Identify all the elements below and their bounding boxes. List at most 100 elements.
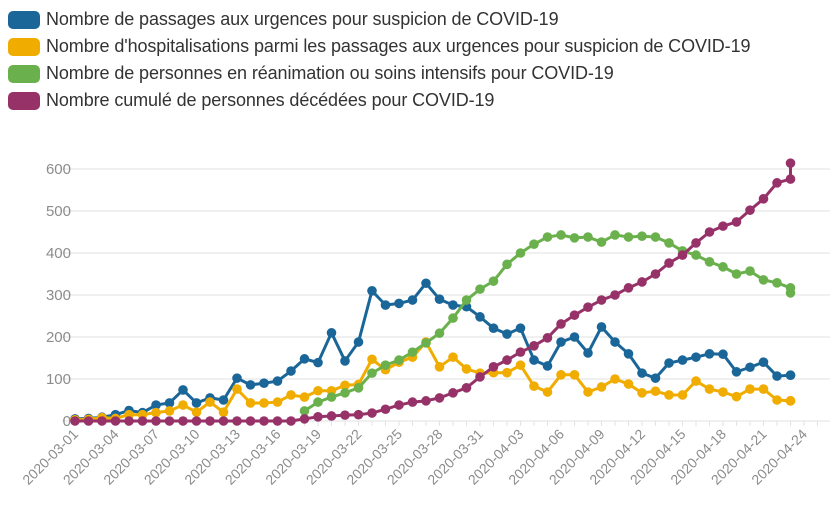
data-point[interactable] [326, 392, 337, 402]
data-point[interactable] [569, 370, 580, 380]
data-point[interactable] [151, 407, 161, 418]
data-point[interactable] [610, 230, 620, 240]
data-point[interactable] [529, 239, 539, 249]
data-point[interactable] [704, 349, 715, 359]
data-point[interactable] [569, 310, 580, 320]
data-point[interactable] [704, 384, 715, 394]
data-point[interactable] [542, 387, 553, 397]
data-point[interactable] [583, 348, 593, 358]
data-point[interactable] [124, 416, 134, 426]
data-point[interactable] [502, 329, 512, 339]
data-point[interactable] [421, 396, 431, 406]
data-point[interactable] [785, 158, 796, 168]
data-point[interactable] [704, 227, 715, 237]
data-point[interactable] [461, 364, 472, 374]
data-point[interactable] [434, 393, 445, 403]
data-point[interactable] [596, 322, 607, 332]
data-point[interactable] [461, 295, 472, 305]
data-point[interactable] [785, 370, 796, 381]
data-point[interactable] [70, 416, 80, 426]
data-point[interactable] [313, 357, 323, 368]
data-point[interactable] [529, 381, 539, 391]
data-point[interactable] [178, 385, 188, 395]
data-point[interactable] [299, 354, 310, 364]
data-point[interactable] [596, 382, 607, 392]
data-point[interactable] [691, 250, 701, 260]
data-point[interactable] [623, 232, 634, 242]
data-point[interactable] [421, 278, 431, 289]
data-point[interactable] [623, 379, 634, 389]
data-point[interactable] [758, 384, 769, 394]
data-point[interactable] [367, 368, 377, 378]
data-point[interactable] [718, 387, 728, 397]
data-point[interactable] [704, 257, 715, 267]
data-point[interactable] [380, 360, 391, 370]
data-point[interactable] [475, 372, 485, 382]
data-point[interactable] [353, 383, 364, 393]
data-point[interactable] [340, 380, 350, 391]
data-point[interactable] [394, 355, 404, 365]
data-point[interactable] [286, 416, 296, 426]
data-point[interactable] [650, 386, 661, 396]
data-point[interactable] [623, 283, 634, 293]
data-point[interactable] [110, 416, 121, 426]
data-point[interactable] [610, 337, 620, 347]
data-point[interactable] [569, 233, 580, 243]
data-point[interactable] [610, 374, 620, 384]
data-point[interactable] [718, 349, 728, 360]
data-point[interactable] [637, 368, 647, 378]
data-point[interactable] [515, 323, 526, 333]
data-point[interactable] [218, 395, 229, 405]
data-point[interactable] [232, 384, 242, 394]
data-point[interactable] [691, 376, 701, 386]
data-point[interactable] [677, 355, 688, 365]
data-point[interactable] [461, 383, 472, 393]
data-point[interactable] [286, 366, 296, 376]
data-point[interactable] [232, 373, 242, 383]
data-point[interactable] [326, 328, 337, 338]
data-point[interactable] [650, 232, 661, 242]
data-point[interactable] [718, 262, 728, 272]
data-point[interactable] [380, 404, 391, 415]
data-point[interactable] [650, 269, 661, 279]
data-point[interactable] [556, 319, 566, 329]
data-point[interactable] [259, 398, 269, 408]
data-point[interactable] [299, 392, 310, 402]
data-point[interactable] [394, 400, 404, 410]
data-point[interactable] [745, 362, 755, 373]
data-point[interactable] [502, 355, 512, 365]
data-point[interactable] [340, 388, 350, 398]
data-point[interactable] [583, 387, 593, 397]
data-point[interactable] [664, 358, 674, 368]
data-point[interactable] [731, 391, 742, 402]
data-point[interactable] [83, 416, 94, 426]
data-point[interactable] [191, 398, 202, 408]
data-point[interactable] [97, 416, 107, 426]
data-point[interactable] [245, 416, 256, 426]
data-point[interactable] [556, 370, 566, 380]
data-point[interactable] [515, 360, 526, 370]
data-point[interactable] [542, 333, 553, 343]
data-point[interactable] [475, 284, 485, 294]
data-point[interactable] [745, 205, 755, 215]
data-point[interactable] [542, 232, 553, 242]
data-point[interactable] [151, 416, 161, 426]
data-point[interactable] [691, 352, 701, 362]
data-point[interactable] [488, 362, 499, 372]
data-point[interactable] [178, 416, 188, 426]
data-point[interactable] [556, 337, 566, 347]
data-point[interactable] [583, 232, 593, 242]
data-point[interactable] [245, 380, 256, 390]
data-point[interactable] [650, 373, 661, 383]
data-point[interactable] [272, 376, 283, 386]
data-point[interactable] [407, 347, 418, 357]
data-point[interactable] [367, 354, 377, 365]
legend-item-hospitalisations[interactable]: Nombre d'hospitalisations parmi les pass… [8, 33, 751, 60]
data-point[interactable] [164, 398, 175, 408]
data-point[interactable] [745, 384, 755, 394]
legend-item-deces[interactable]: Nombre cumulé de personnes décédées pour… [8, 87, 750, 114]
data-point[interactable] [556, 230, 566, 240]
legend-item-reanimation[interactable]: Nombre de personnes en réanimation ou so… [8, 60, 750, 87]
data-point[interactable] [205, 397, 215, 407]
data-point[interactable] [340, 356, 350, 366]
